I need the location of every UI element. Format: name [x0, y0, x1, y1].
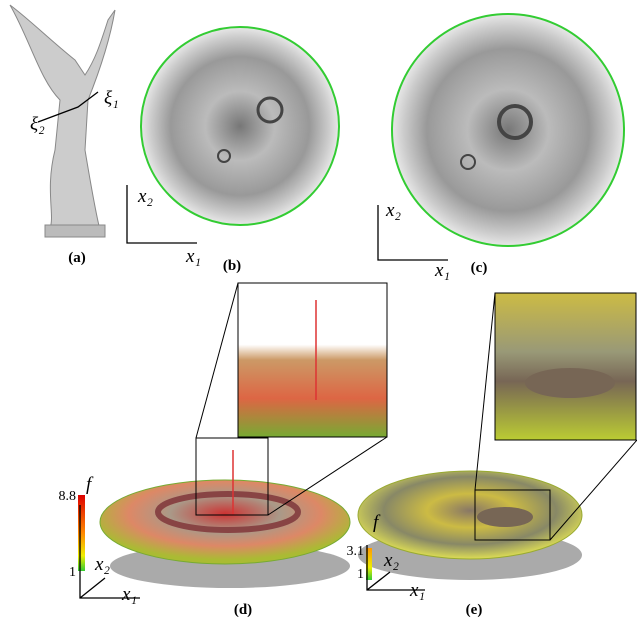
- panel-label: (b): [223, 258, 241, 274]
- panel-label: (e): [466, 602, 483, 618]
- colorbar: [366, 548, 372, 580]
- crater: [525, 368, 615, 398]
- zoom-line: [549, 439, 637, 541]
- ridge: [155, 491, 301, 533]
- axes: [79, 505, 140, 599]
- crater: [477, 507, 533, 527]
- axis-label: x₂: [137, 186, 153, 207]
- vortex: [497, 104, 533, 140]
- zoom-line: [195, 282, 239, 439]
- axis-label: x₂: [383, 550, 399, 571]
- zoom-inset: [237, 282, 388, 438]
- axis-label: x₂: [385, 200, 401, 221]
- vortex: [460, 154, 476, 170]
- axis-label: x₁: [185, 246, 201, 267]
- axes: [126, 185, 197, 244]
- xi-axes: [37, 91, 99, 123]
- flow-disk: [140, 26, 340, 226]
- panel-label: (d): [234, 602, 252, 618]
- statue: [9, 4, 116, 238]
- colorbar-tick: 3.1: [347, 544, 365, 559]
- zoom-box: [195, 437, 269, 516]
- axes: [366, 545, 425, 591]
- colorbar-label: f: [373, 512, 381, 533]
- vortex: [256, 96, 284, 124]
- colorbar-tick: 1: [357, 567, 364, 582]
- axis-label: ξ₂: [30, 114, 45, 135]
- axis-label: x₁: [121, 584, 137, 605]
- zoom-line: [267, 436, 388, 516]
- axis-label: x₂: [94, 554, 110, 575]
- height-surface: [357, 470, 583, 560]
- panel-label: (c): [471, 260, 488, 276]
- axis-label: ξ₁: [104, 88, 119, 109]
- colorbar-tick: 8.8: [59, 489, 77, 504]
- axis-label: x₁: [409, 580, 425, 601]
- zoom-line: [474, 292, 496, 491]
- zoom-box: [474, 489, 551, 541]
- colorbar: [78, 495, 85, 571]
- zoom-inset: [494, 292, 637, 441]
- axis-label: x₁: [434, 260, 450, 281]
- flow-disk: [391, 13, 625, 247]
- vortex: [217, 149, 231, 163]
- colorbar-label: f: [86, 474, 94, 495]
- colorbar-tick: 1: [69, 565, 76, 580]
- panel-label: (a): [68, 250, 86, 266]
- axes: [377, 205, 448, 261]
